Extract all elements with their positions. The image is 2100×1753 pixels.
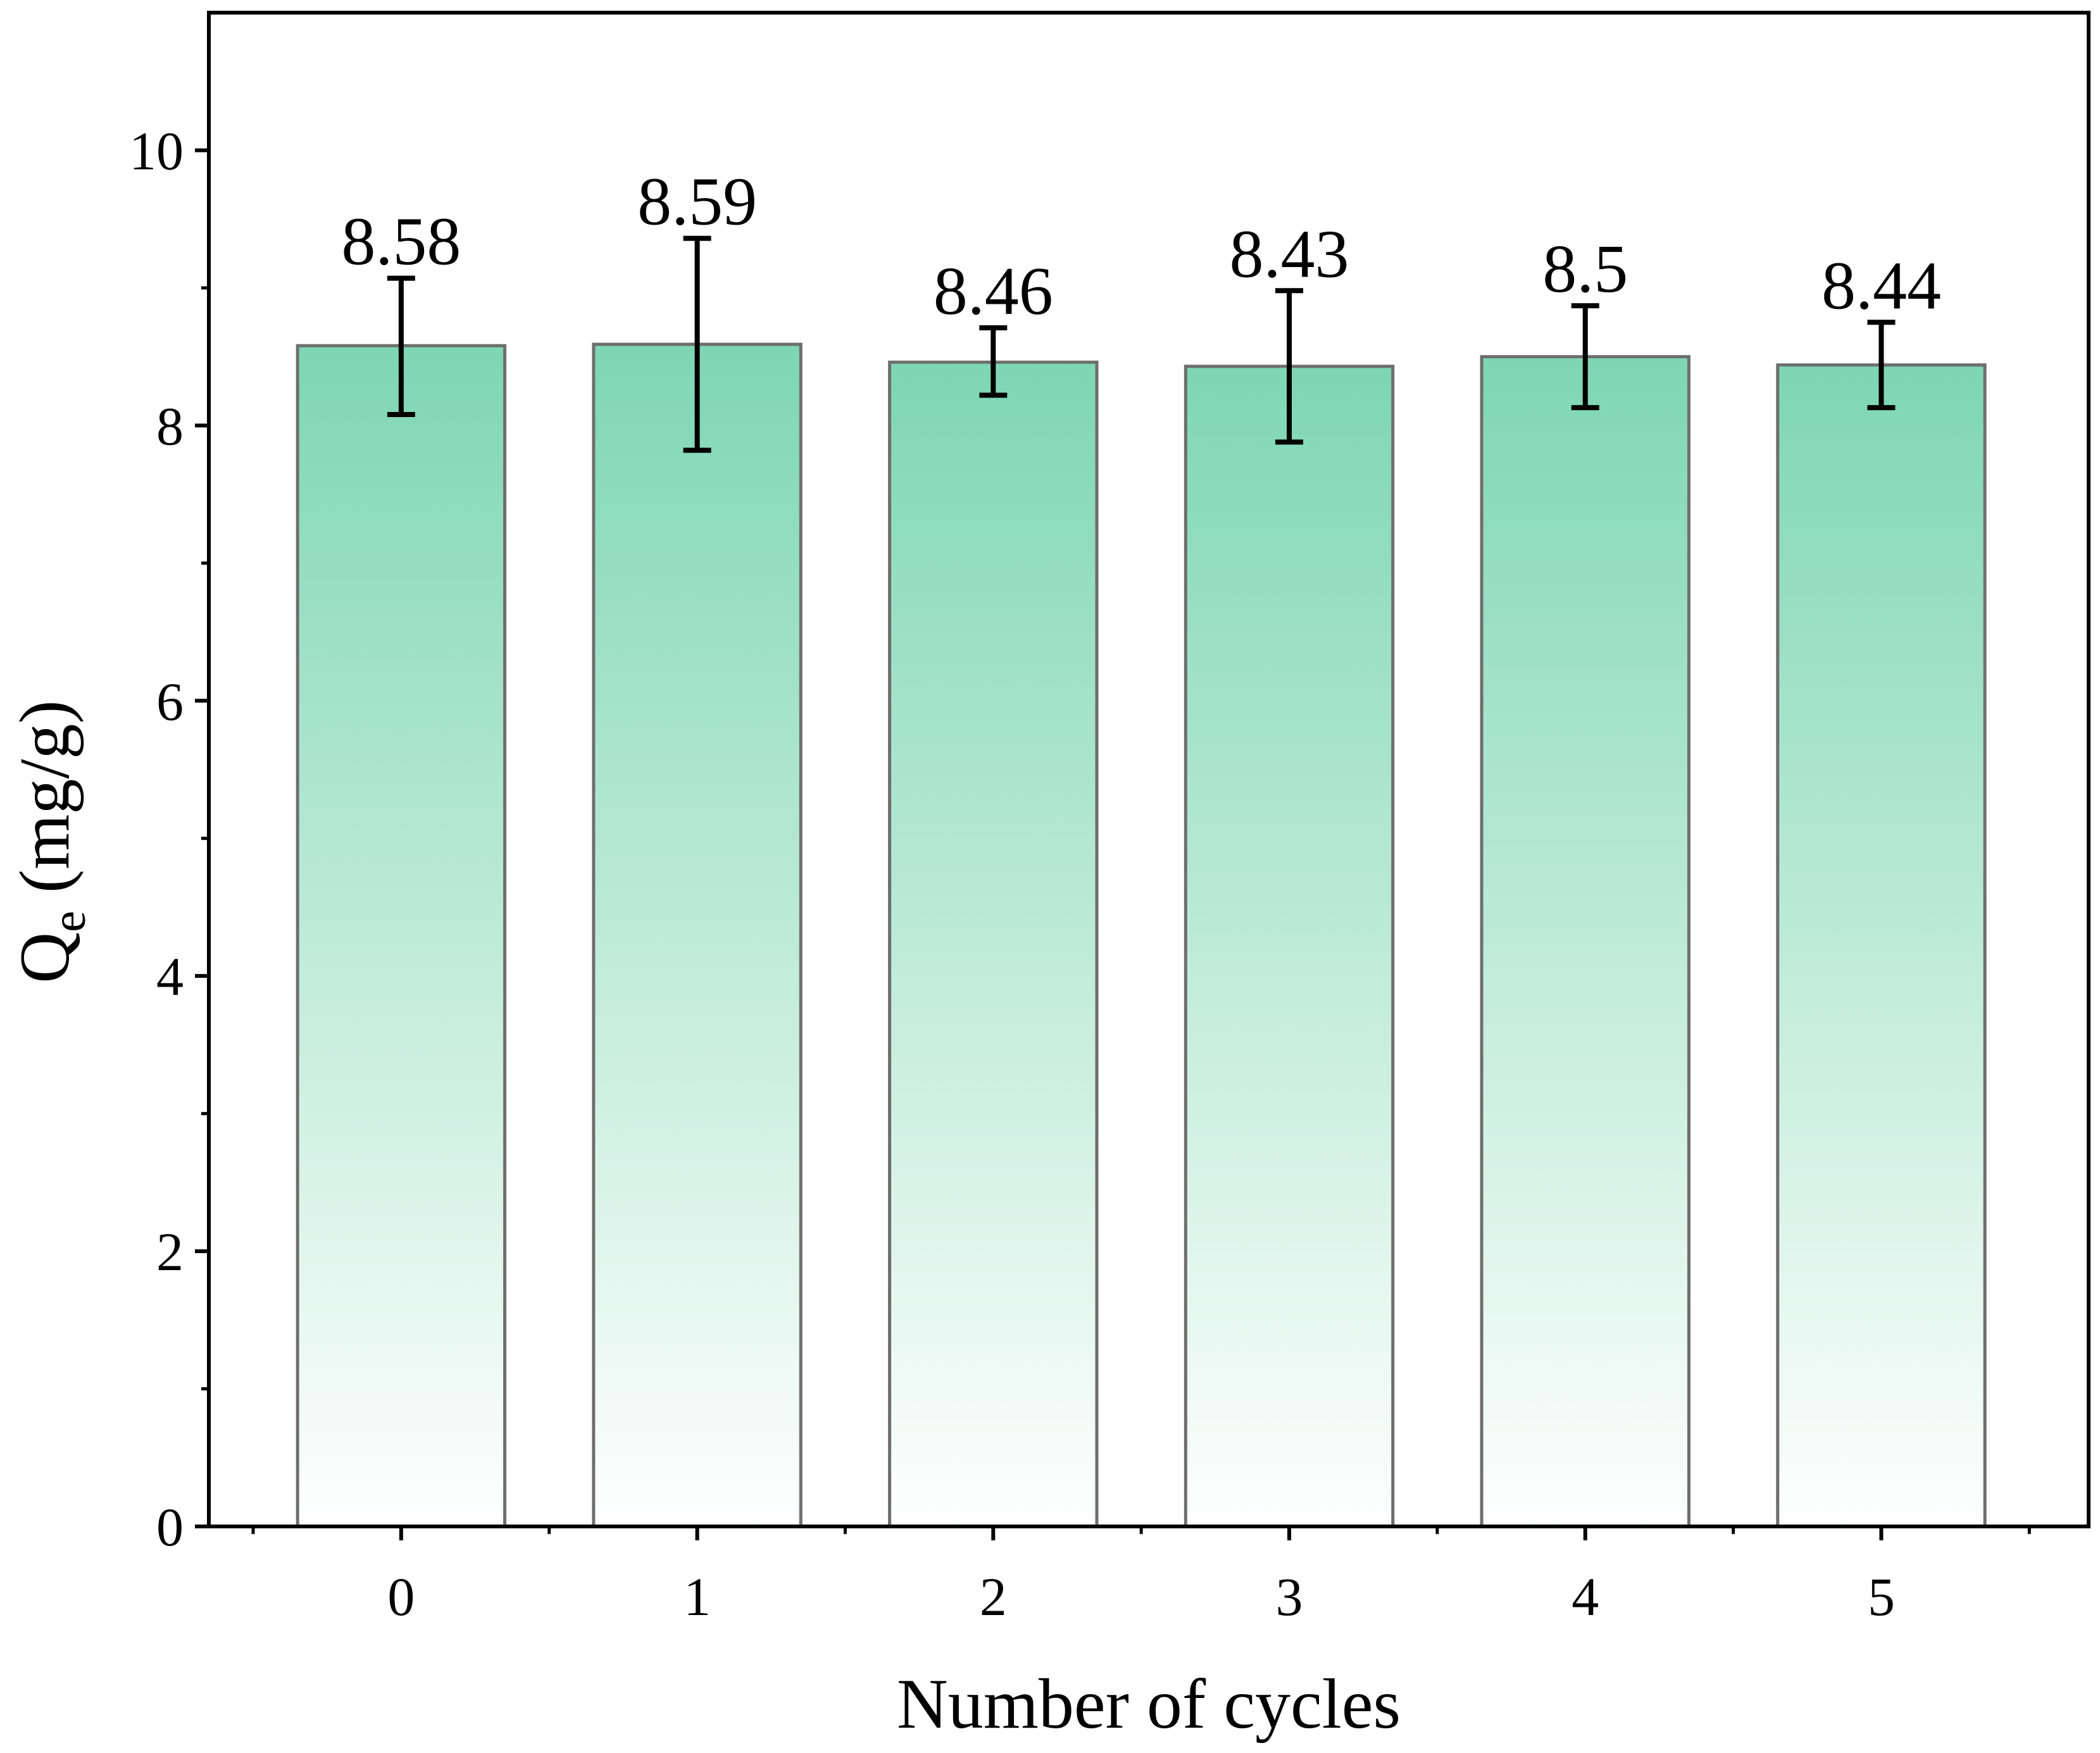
x-tick-label: 2 <box>980 1566 1007 1627</box>
error-bar-cycle-2 <box>979 325 1008 398</box>
plot-frame <box>207 11 2091 1528</box>
data-label-cycle-2: 8.46 <box>934 254 1053 329</box>
bar-cycle-5 <box>1776 363 1987 1528</box>
bar-cycle-0 <box>296 344 507 1528</box>
y-axis-title: Qe (mg/g) <box>6 700 96 983</box>
y-tick-label: 6 <box>156 671 184 732</box>
y-axis-title-unit: (mg/g) <box>6 700 84 911</box>
y-axis-title-main: Q <box>6 932 84 983</box>
error-bar-cycle-3 <box>1275 288 1304 445</box>
bar-cycle-3 <box>1184 365 1395 1528</box>
error-bars-layer <box>387 235 1896 453</box>
x-tick-label: 4 <box>1572 1566 1599 1627</box>
x-tick-label: 3 <box>1276 1566 1303 1627</box>
bar-cycle-2 <box>888 360 1099 1528</box>
y-tick-label: 8 <box>156 396 184 456</box>
bar-cycle-1 <box>592 342 803 1528</box>
y-tick-label: 0 <box>156 1497 184 1557</box>
y-tick-label: 2 <box>156 1221 184 1282</box>
bar-cycle-4 <box>1480 355 1691 1528</box>
error-bar-cycle-5 <box>1867 320 1896 411</box>
error-bar-cycle-4 <box>1571 303 1599 411</box>
data-label-cycle-1: 8.59 <box>637 165 757 240</box>
x-tick-label: 0 <box>387 1566 415 1627</box>
data-label-cycle-3: 8.43 <box>1230 216 1349 292</box>
axes-layer: 0 2 4 6 8 10 0 1 2 3 4 5 <box>129 11 2091 1627</box>
x-tick-label: 5 <box>1868 1566 1895 1627</box>
data-label-cycle-0: 8.58 <box>341 204 461 280</box>
data-label-cycle-4: 8.5 <box>1542 232 1628 307</box>
error-bar-cycle-1 <box>683 235 711 453</box>
error-bar-cycle-0 <box>387 275 415 417</box>
data-label-cycle-5: 8.44 <box>1822 248 1941 323</box>
y-tick-label: 10 <box>129 120 184 181</box>
bars-layer <box>296 342 1987 1528</box>
y-tick-label: 4 <box>156 946 184 1007</box>
x-tick-label: 1 <box>684 1566 711 1627</box>
data-labels-layer: 8.58 8.59 8.46 8.43 8.5 8.44 <box>341 165 1941 329</box>
x-axis-title: Number of cycles <box>897 1665 1401 1744</box>
y-axis-title-subscript: e <box>42 911 96 932</box>
